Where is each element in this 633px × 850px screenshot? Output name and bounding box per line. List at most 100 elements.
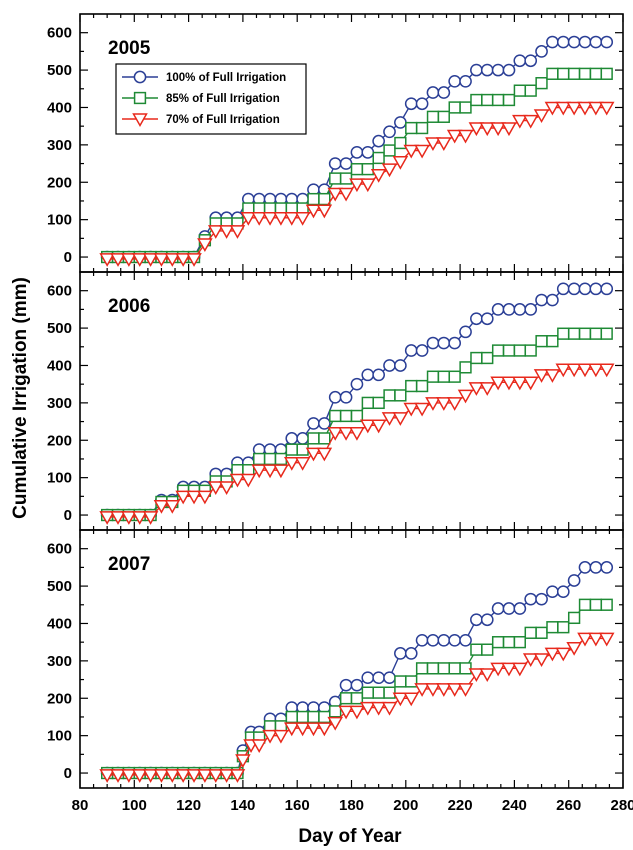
data-point — [283, 722, 300, 737]
data-point — [437, 336, 451, 350]
data-point — [329, 705, 342, 718]
y-tick-label: 0 — [64, 507, 72, 524]
data-point — [479, 382, 496, 396]
data-point — [425, 397, 441, 411]
data-point — [392, 412, 409, 426]
data-point — [535, 626, 548, 639]
y-tick-label: 500 — [47, 62, 72, 79]
data-point — [598, 632, 615, 647]
data-point — [273, 464, 289, 479]
y-tick-label: 400 — [47, 357, 72, 374]
x-tick-label: 200 — [393, 797, 418, 814]
data-point — [566, 101, 582, 116]
data-point — [437, 633, 451, 647]
data-point — [186, 490, 202, 505]
data-point — [546, 67, 559, 80]
data-point — [99, 253, 115, 267]
data-point — [524, 303, 538, 316]
data-point — [524, 592, 538, 606]
y-axis-title: Cumulative Irrigation (mm) — [10, 277, 31, 519]
x-tick-label: 280 — [610, 797, 633, 814]
data-point — [600, 67, 613, 80]
data-point — [589, 327, 603, 340]
data-point — [468, 382, 485, 396]
data-point — [566, 642, 582, 656]
data-point — [339, 678, 353, 692]
data-point — [588, 363, 604, 378]
data-point — [372, 151, 385, 165]
data-point — [329, 172, 342, 185]
data-point — [263, 452, 277, 466]
data-point — [446, 683, 463, 697]
data-point — [360, 419, 376, 434]
data-point — [501, 122, 517, 137]
data-point — [448, 370, 461, 383]
data-point — [327, 427, 343, 441]
data-point — [403, 692, 420, 707]
data-point — [546, 293, 559, 307]
y-tick-label: 300 — [47, 395, 72, 412]
data-point — [361, 145, 375, 159]
data-point — [372, 396, 385, 410]
data-point — [546, 335, 559, 348]
data-point — [459, 361, 472, 374]
data-point — [273, 729, 289, 744]
data-point — [491, 602, 505, 615]
data-point — [350, 409, 364, 423]
data-point — [175, 253, 191, 267]
data-point — [578, 67, 592, 80]
data-point — [329, 409, 342, 423]
data-point — [305, 722, 322, 737]
data-point — [524, 344, 537, 357]
data-point — [110, 769, 126, 783]
data-point — [600, 561, 614, 574]
data-point — [381, 701, 398, 716]
data-point — [501, 662, 517, 677]
y-tick-label: 600 — [47, 541, 72, 558]
data-point — [535, 77, 548, 90]
data-point — [459, 325, 472, 339]
data-point — [524, 54, 538, 68]
data-point — [567, 67, 581, 80]
data-point — [383, 359, 396, 372]
data-point — [361, 671, 375, 685]
x-tick-label: 80 — [72, 797, 89, 814]
data-point — [229, 769, 246, 783]
data-point — [316, 204, 333, 219]
data-point — [383, 125, 396, 139]
series-circle — [100, 561, 614, 780]
data-point — [459, 633, 472, 647]
data-point — [404, 97, 418, 111]
data-point — [392, 155, 409, 170]
series-triangle-down — [99, 363, 615, 525]
y-tick-label: 200 — [47, 432, 72, 449]
legend-label: 85% of Full Irrigation — [166, 93, 280, 105]
data-point — [142, 511, 159, 525]
panel-label: 2005 — [108, 38, 151, 59]
data-point — [360, 178, 376, 193]
data-point — [426, 662, 440, 675]
data-point — [307, 432, 320, 445]
data-point — [350, 377, 364, 391]
data-point — [153, 499, 170, 514]
y-tick-label: 0 — [64, 249, 72, 266]
data-point — [470, 93, 483, 107]
data-point — [164, 253, 181, 267]
data-point — [544, 369, 561, 383]
data-point — [426, 86, 440, 99]
y-tick-label: 500 — [47, 320, 72, 337]
data-point — [426, 336, 440, 350]
y-tick-label: 600 — [47, 283, 72, 300]
data-point — [403, 144, 420, 159]
data-point — [479, 122, 496, 137]
x-tick-label: 220 — [448, 797, 473, 814]
data-point — [490, 122, 506, 137]
data-point — [600, 282, 614, 296]
data-point — [557, 621, 570, 634]
data-point — [294, 456, 311, 471]
data-point — [296, 710, 309, 724]
data-point — [415, 97, 429, 111]
data-point — [207, 481, 224, 496]
data-point — [555, 363, 572, 378]
data-point — [578, 598, 592, 611]
